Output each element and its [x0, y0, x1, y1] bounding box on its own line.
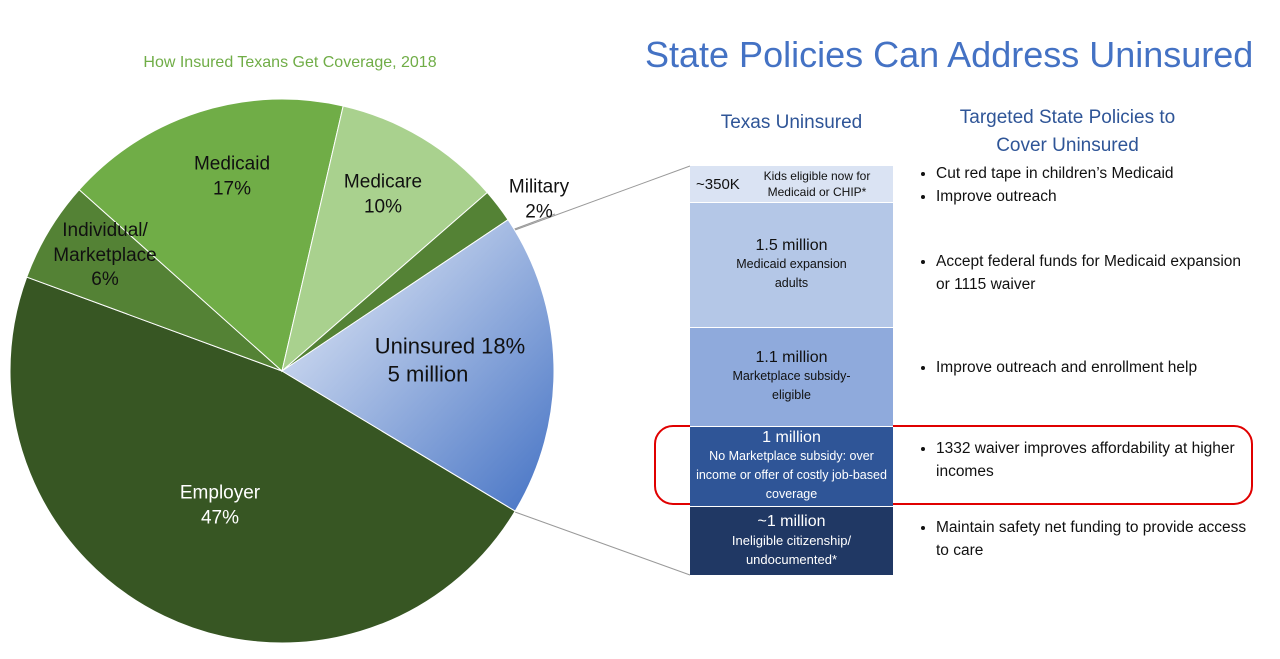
slice-label: Uninsured 18% [375, 333, 525, 362]
policy: Improve outreach and enrollment help [936, 356, 1256, 379]
row-amount: 1.1 million [755, 349, 828, 367]
policy: 1332 waiver improves affordability at hi… [936, 437, 1256, 484]
row-amount: 1 million [762, 429, 821, 447]
slice-value: 47% [200, 507, 240, 528]
slide-title: State Policies Can Address Uninsured [645, 34, 1254, 75]
leader-line [511, 213, 556, 231]
policy-list: Maintain safety net funding to provide a… [918, 516, 1256, 563]
row-amount: ~1 million [757, 512, 826, 530]
row-description: Kids eligible now for Medicaid or CHIP* [763, 168, 871, 199]
highlight-box [654, 425, 1253, 505]
row-description: No Marketplace subsidy: over income or o… [696, 449, 887, 501]
slice-category: Uninsured [374, 333, 476, 359]
slice-value: 18% [481, 333, 526, 359]
connector [514, 511, 691, 576]
pie-slice [78, 98, 344, 372]
row-amount: ~350K [696, 175, 740, 193]
breakdown-row: ~1 million Ineligible citizenship/ undocu… [690, 507, 893, 575]
row-description: Marketplace subsidy-eligible [732, 369, 851, 402]
policy-list: Improve outreach and enrollment help [918, 356, 1256, 379]
annotation: 5 million [387, 361, 469, 387]
policy-list: Accept federal funds for Medicaid expans… [918, 250, 1256, 297]
slice-category: Employer [179, 482, 261, 504]
slice-category: Medicare [343, 171, 423, 193]
slice-label: Individual/ Marketplace 6% [35, 219, 175, 293]
slice-value: 17% [212, 178, 252, 199]
breakdown-row: ~350K Kids eligible now for Medicaid or C… [690, 166, 893, 203]
breakdown-row: 1.1 million Marketplace subsidy-eligible [690, 328, 893, 427]
column-header: Texas Uninsured [720, 112, 863, 133]
row-description: Ineligible citizenship/ undocumented* [731, 532, 852, 568]
policy-list: Cut red tape in children’s MedicaidImpro… [918, 162, 1256, 209]
policy-list: 1332 waiver improves affordability at hi… [918, 437, 1256, 484]
chart-title: How Insured Texans Get Coverage, 2018 [143, 54, 437, 71]
column-header: Targeted State Policies to Cover Uninsur… [959, 107, 1176, 156]
slice-value: 10% [363, 196, 403, 217]
policy: Cut red tape in children’s Medicaid [936, 162, 1256, 185]
slice-label: Employer 47% [180, 481, 260, 530]
breakdown-row: 1.5 million Medicaid expansion adults [690, 203, 893, 328]
row-amount: 1.5 million [755, 237, 828, 255]
pie-slice [281, 218, 555, 512]
slice-label: Military 2% [509, 175, 569, 224]
slice-category: Medicaid [193, 153, 271, 175]
slice-label: Medicaid 17% [194, 152, 270, 201]
policy: Accept federal funds for Medicaid expans… [936, 250, 1256, 297]
slice-value: 6% [91, 269, 119, 291]
connector [514, 165, 691, 231]
pie-slice [9, 276, 516, 644]
breakdown-row: 1 million No Marketplace subsidy: over in… [690, 427, 893, 507]
slice-label: Medicare 10% [344, 170, 422, 219]
slice-category: Individual/ Marketplace [53, 219, 157, 266]
pie-slice [281, 105, 488, 373]
policy: Improve outreach [936, 185, 1256, 208]
row-description: Medicaid expansion adults [736, 257, 847, 290]
slice-category: Military [508, 176, 570, 198]
policy: Maintain safety net funding to provide a… [936, 516, 1256, 563]
slice-value: 2% [525, 201, 553, 222]
